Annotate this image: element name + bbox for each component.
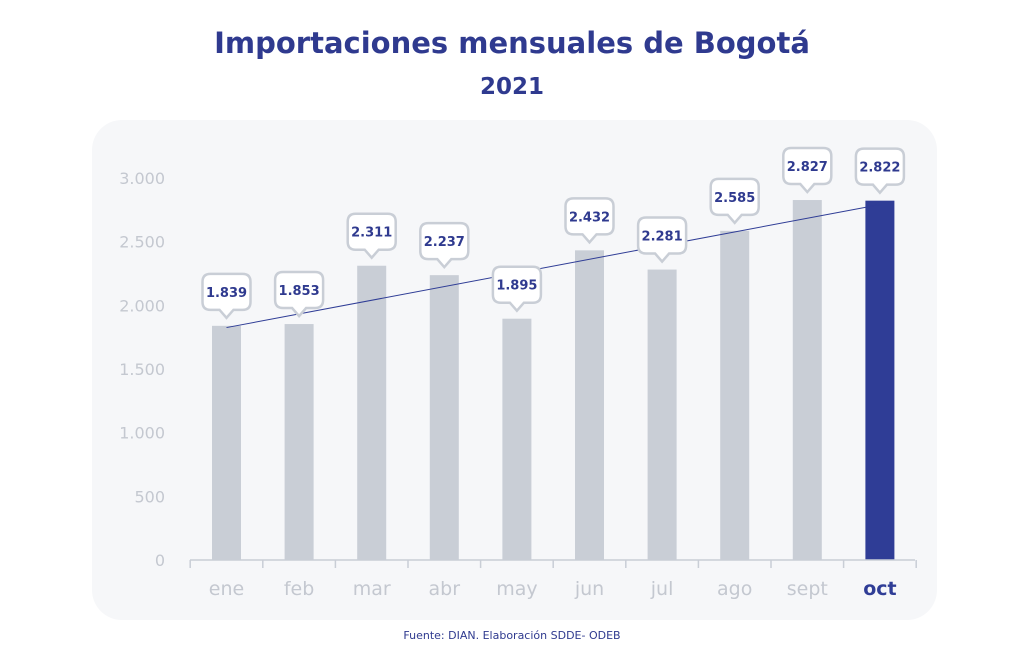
trend-line bbox=[226, 204, 880, 329]
bar-mar bbox=[357, 265, 387, 560]
callout-ene: 1.839 bbox=[201, 272, 252, 320]
y-tick-label: 2.500 bbox=[119, 233, 165, 252]
data-label: 2.311 bbox=[351, 226, 392, 241]
bar-jul bbox=[647, 269, 677, 560]
callout-sept: 2.827 bbox=[782, 146, 833, 194]
x-tick-label: sept bbox=[787, 578, 828, 600]
x-tick-label: feb bbox=[284, 578, 314, 600]
x-tick-label: ene bbox=[209, 578, 244, 600]
data-label: 2.827 bbox=[787, 160, 828, 175]
callout-jul: 2.281 bbox=[636, 216, 688, 264]
callout-badge bbox=[201, 272, 252, 320]
data-label: 2.281 bbox=[642, 230, 683, 245]
data-label: 1.839 bbox=[206, 286, 247, 301]
data-label: 2.585 bbox=[714, 191, 755, 206]
data-label: 2.237 bbox=[424, 235, 465, 250]
bar-oct bbox=[865, 200, 895, 560]
callout-badge bbox=[346, 212, 397, 260]
callout-jun: 2.432 bbox=[564, 197, 615, 245]
callout-ago: 2.585 bbox=[709, 177, 760, 225]
callout-badge bbox=[564, 197, 615, 245]
chart-title: Importaciones mensuales de Bogotá bbox=[214, 26, 810, 60]
callout-badge bbox=[419, 221, 470, 270]
x-tick-label: ago bbox=[717, 578, 752, 600]
bar-may bbox=[502, 318, 532, 560]
callout-badge bbox=[273, 270, 325, 318]
bars bbox=[212, 200, 895, 561]
data-label: 2.822 bbox=[859, 161, 900, 176]
y-tick-label: 1.500 bbox=[119, 360, 165, 379]
bar-sept bbox=[792, 200, 822, 560]
bar-jun bbox=[575, 250, 604, 561]
y-tick-label: 1.000 bbox=[119, 424, 165, 443]
callout-badge bbox=[491, 265, 543, 313]
source-note: Fuente: DIAN. Elaboración SDDE- ODEB bbox=[403, 629, 621, 642]
callout-badge bbox=[854, 147, 906, 195]
data-label: 2.432 bbox=[569, 210, 610, 225]
callout-abr: 2.237 bbox=[419, 221, 470, 270]
y-tick-label: 3.000 bbox=[119, 169, 165, 188]
x-tick-label: may bbox=[496, 578, 537, 600]
callout-badge bbox=[782, 146, 833, 194]
data-label: 1.895 bbox=[496, 279, 537, 294]
value-callouts: 1.839 1.853 2.311 2.237 1.895 2.432 2.281 2.585… bbox=[201, 146, 906, 320]
bar-abr bbox=[429, 275, 459, 560]
x-tick-label: jul bbox=[650, 578, 674, 600]
bar-ene bbox=[212, 325, 241, 560]
y-axis-ticks: 0 500 1.000 1.500 2.000 2.500 3.000 bbox=[119, 169, 165, 570]
callout-may: 1.895 bbox=[491, 265, 543, 313]
x-tick-label: mar bbox=[353, 578, 391, 600]
callout-mar: 2.311 bbox=[346, 212, 397, 260]
callout-badge bbox=[709, 177, 760, 225]
x-tick-label: abr bbox=[429, 578, 461, 600]
data-label: 1.853 bbox=[279, 284, 320, 299]
callout-badge bbox=[636, 216, 688, 264]
callout-oct: 2.822 bbox=[854, 147, 906, 195]
x-tick-label: oct bbox=[863, 578, 896, 600]
x-axis-ticks: ene feb mar abr may jun jul ago sept oct bbox=[189, 560, 917, 600]
y-tick-label: 0 bbox=[155, 551, 165, 570]
bar-feb bbox=[284, 324, 314, 560]
chart-subtitle: 2021 bbox=[479, 74, 544, 100]
callout-feb: 1.853 bbox=[273, 270, 325, 318]
y-tick-label: 2.000 bbox=[119, 296, 165, 315]
y-tick-label: 500 bbox=[134, 487, 165, 506]
x-tick-label: jun bbox=[574, 578, 604, 600]
bar-ago bbox=[720, 230, 750, 561]
